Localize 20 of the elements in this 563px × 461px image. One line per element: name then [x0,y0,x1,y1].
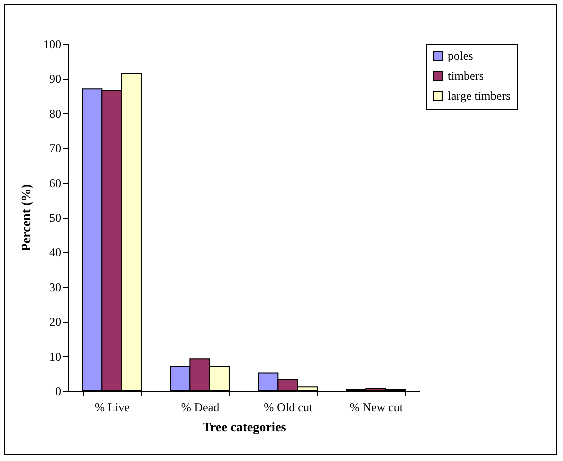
y-axis-title: Percent (%) [18,184,34,252]
y-tick-label: 20 [50,315,62,330]
x-axis-title: Tree categories [202,420,286,434]
y-tick-label: 80 [50,106,62,121]
y-tick-label: 70 [50,142,62,156]
y-tick-label: 30 [50,280,62,294]
legend-label: large timbers [448,89,512,103]
x-tick-label: % Dead [181,400,220,414]
y-tick-label: 60 [50,176,62,190]
legend-label: poles [448,49,474,63]
y-tick-label: 100 [44,38,62,52]
x-tick-label: % Live [95,400,130,414]
y-tick-label: 10 [50,350,62,364]
x-tick-label: % New cut [350,400,404,414]
y-tick-label: 90 [50,72,62,86]
y-tick-label: 0 [56,384,62,398]
legend-label: timbers [448,69,484,83]
x-tick-label: % Old cut [264,400,314,414]
y-tick-label: 50 [50,211,62,225]
y-tick-label: 40 [50,246,62,260]
